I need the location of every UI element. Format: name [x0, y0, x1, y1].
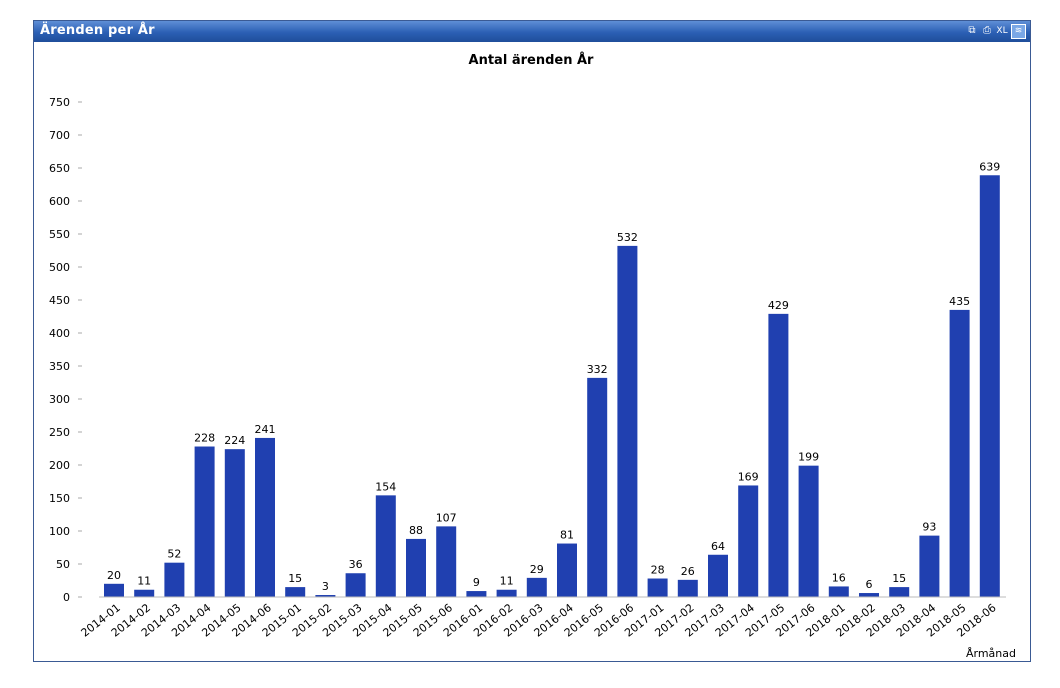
bar[interactable]	[647, 578, 668, 597]
y-tick-label: 600	[49, 195, 70, 208]
excel-icon[interactable]: XL	[996, 26, 1008, 36]
bar[interactable]	[104, 583, 124, 597]
bar[interactable]	[828, 586, 849, 597]
bar-value-label: 199	[798, 451, 819, 464]
bar-value-label: 15	[892, 572, 906, 585]
y-tick-label: 350	[49, 360, 70, 373]
bar[interactable]	[557, 543, 577, 597]
bar[interactable]	[315, 595, 336, 597]
bar-value-label: 154	[375, 480, 396, 493]
bar-value-label: 224	[224, 434, 245, 447]
bar-value-label: 15	[288, 572, 302, 585]
bar[interactable]	[194, 446, 215, 597]
bar-value-label: 11	[137, 575, 151, 588]
y-tick-label: 400	[49, 327, 70, 340]
bar-value-label: 93	[922, 521, 936, 534]
copy-icon[interactable]: ⧉	[968, 25, 976, 36]
bar[interactable]	[496, 589, 517, 597]
bar[interactable]	[889, 587, 910, 597]
bar-value-label: 28	[651, 564, 665, 577]
bar[interactable]	[375, 495, 396, 597]
bar[interactable]	[466, 591, 487, 597]
bar-value-label: 107	[436, 511, 457, 524]
bar-chart: Antal ärenden År 0 50 100 150 200 250 300 350 40…	[49, 52, 1016, 660]
bar-value-label: 36	[349, 558, 363, 571]
bar-value-label: 20	[107, 569, 121, 582]
bars: 20 11 52 228 224 241 15 3 36 154 88 107 9 11 29 81 332 53…	[104, 160, 1000, 597]
bar[interactable]	[617, 245, 638, 597]
bar[interactable]	[345, 573, 366, 597]
y-tick-label: 100	[49, 525, 70, 538]
bar[interactable]	[859, 593, 879, 597]
bar[interactable]	[919, 535, 940, 597]
chart-window: Ärenden per År ⧉ ⎙ XL ≋ Antal ärenden År…	[33, 20, 1031, 662]
bar[interactable]	[255, 437, 275, 597]
y-tick-label: 550	[49, 228, 70, 241]
bar[interactable]	[224, 449, 245, 597]
y-tick-label: 300	[49, 393, 70, 406]
bar[interactable]	[587, 377, 608, 597]
print-icon[interactable]: ⎙	[983, 25, 991, 36]
minimize-icon[interactable]: ≋	[1011, 23, 1026, 39]
bar-value-label: 11	[500, 575, 514, 588]
bar-value-label: 26	[681, 565, 695, 578]
y-tick-label: 250	[49, 426, 70, 439]
chart-title: Antal ärenden År	[469, 52, 595, 68]
bar[interactable]	[677, 579, 698, 597]
y-tick-label: 50	[56, 558, 70, 571]
y-tick-label: 150	[49, 492, 70, 505]
bar-value-label: 29	[530, 563, 544, 576]
x-axis-label: Årmånad	[966, 647, 1016, 660]
bar-value-label: 6	[866, 578, 873, 591]
bar[interactable]	[436, 526, 457, 597]
y-tick-label: 650	[49, 162, 70, 175]
y-tick-label: 450	[49, 294, 70, 307]
bar-value-label: 228	[194, 432, 215, 445]
bar-value-label: 169	[738, 470, 759, 483]
x-axis: 2014-012014-022014-032014-042014-052014-…	[79, 596, 1006, 640]
bar[interactable]	[798, 465, 819, 597]
bar-value-label: 3	[322, 580, 329, 593]
bar-value-label: 9	[473, 576, 480, 589]
bar[interactable]	[285, 587, 306, 597]
bar-value-label: 532	[617, 231, 638, 244]
y-tick-label: 500	[49, 261, 70, 274]
title-bar[interactable]: Ärenden per År ⧉ ⎙ XL ≋	[34, 21, 1030, 42]
bar-value-label: 429	[768, 299, 789, 312]
bar[interactable]	[768, 313, 789, 597]
window-title: Ärenden per År	[40, 23, 155, 38]
bar-value-label: 81	[560, 529, 574, 542]
bar[interactable]	[738, 485, 759, 597]
toolbar-icons: ⧉ ⎙ XL ≋	[966, 23, 1026, 39]
bar-value-label: 639	[979, 160, 1000, 173]
y-tick-label: 0	[63, 591, 70, 604]
bar[interactable]	[526, 577, 547, 597]
bar-value-label: 332	[587, 363, 608, 376]
bar-value-label: 64	[711, 540, 725, 553]
y-tick-label: 750	[49, 96, 70, 109]
bar[interactable]	[134, 589, 155, 597]
bar[interactable]	[708, 554, 728, 597]
y-tick-label: 700	[49, 129, 70, 142]
bar-value-label: 241	[255, 423, 276, 436]
y-axis: 0 50 100 150 200 250 300 350 400 450 500 550 600 650 7…	[49, 96, 82, 604]
bar[interactable]	[979, 175, 1000, 597]
bar-value-label: 16	[832, 571, 846, 584]
bar-value-label: 52	[167, 548, 181, 561]
y-tick-label: 200	[49, 459, 70, 472]
bar[interactable]	[949, 309, 970, 597]
bar[interactable]	[406, 538, 426, 597]
bar-value-label: 88	[409, 524, 423, 537]
bar[interactable]	[164, 562, 185, 597]
bar-value-label: 435	[949, 295, 970, 308]
